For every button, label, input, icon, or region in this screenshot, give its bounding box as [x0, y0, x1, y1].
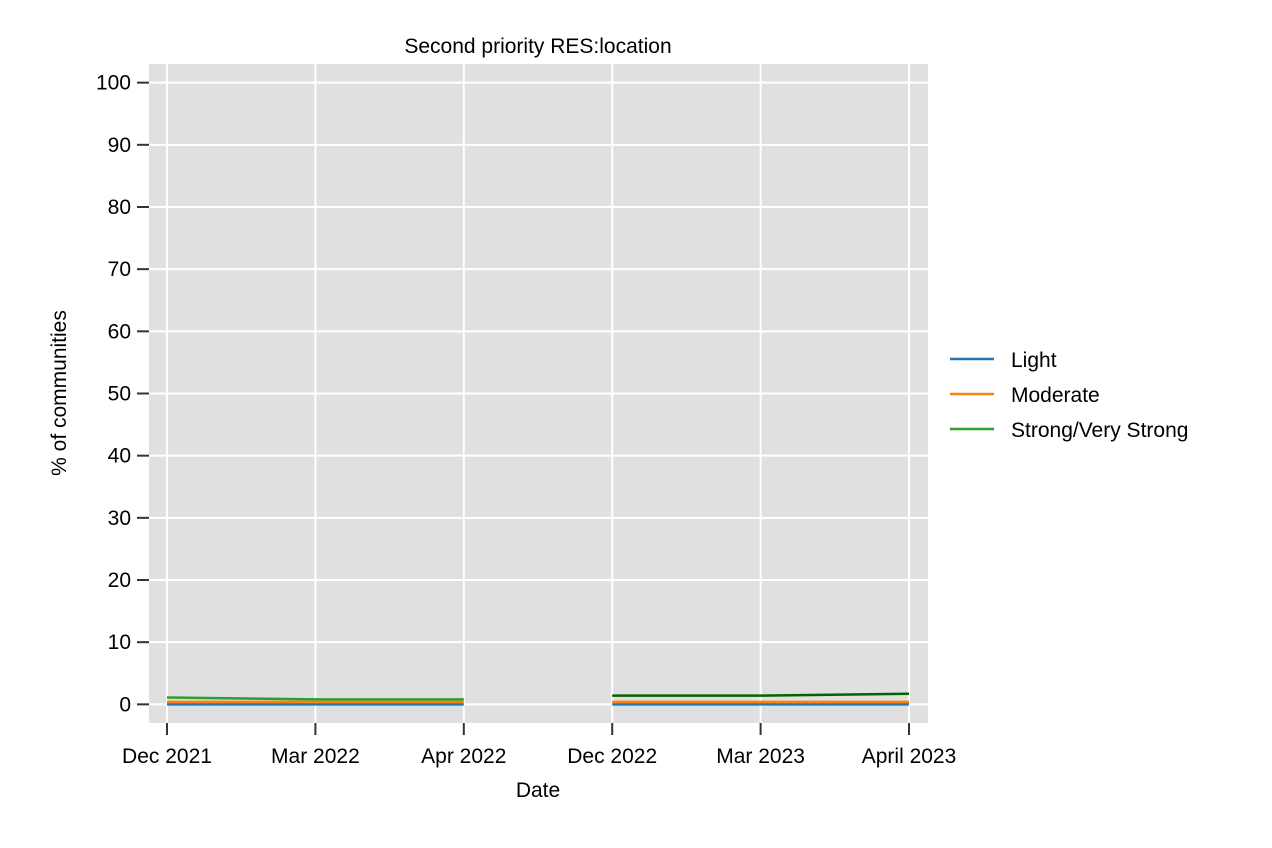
chart-title: Second priority RES:location — [404, 35, 671, 58]
y-tick-label: 20 — [108, 569, 131, 592]
legend-label: Light — [1011, 349, 1057, 372]
y-axis-label: % of communities — [48, 310, 71, 476]
gridlines — [149, 64, 928, 723]
y-tick-label: 60 — [108, 320, 131, 343]
x-tick-label: April 2023 — [862, 745, 957, 768]
x-tick-label: Dec 2021 — [122, 745, 212, 768]
x-tick-label: Mar 2023 — [716, 745, 805, 768]
x-axis-label: Date — [516, 779, 560, 802]
series-lines — [166, 692, 910, 706]
x-tick-label: Dec 2022 — [567, 745, 657, 768]
legend-label: Moderate — [1011, 384, 1100, 407]
y-tick-label: 40 — [108, 445, 131, 468]
x-axis: Dec 2021 Mar 2022 Apr 2022 Dec 2022 Mar 2023… — [122, 723, 956, 768]
y-tick-label: 100 — [96, 72, 131, 95]
y-tick-label: 50 — [108, 383, 131, 406]
series-line-strong-very-strong — [166, 696, 464, 701]
legend: Light Moderate Strong/Very Strong — [950, 349, 1188, 442]
y-tick-label: 10 — [108, 631, 131, 654]
x-tick-label: Mar 2022 — [271, 745, 360, 768]
series-line-strong-very-strong — [612, 692, 910, 697]
y-tick-label: 90 — [108, 134, 131, 157]
y-tick-label: 30 — [108, 507, 131, 530]
y-tick-label: 70 — [108, 258, 131, 281]
x-tick-label: Apr 2022 — [421, 745, 506, 768]
legend-label: Strong/Very Strong — [1011, 419, 1188, 442]
y-axis: 0 10 20 30 40 50 60 70 80 90 100 — [96, 72, 149, 716]
y-tick-label: 0 — [119, 693, 131, 716]
y-tick-label: 80 — [108, 196, 131, 219]
